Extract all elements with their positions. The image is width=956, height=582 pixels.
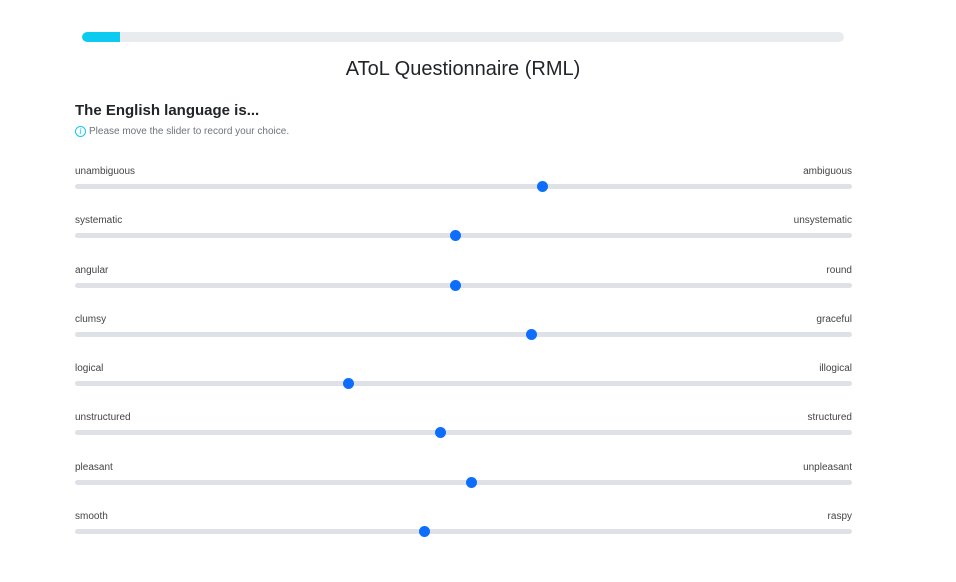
hint-text: Please move the slider to record your ch… (89, 126, 290, 137)
slider-left-label: smooth (75, 511, 108, 523)
slider-track[interactable] (75, 328, 852, 340)
question-heading: The English language is... (75, 102, 260, 119)
slider-row: unstructured structured (75, 412, 852, 461)
slider-right-label: unpleasant (803, 461, 852, 473)
slider-track[interactable] (75, 476, 852, 488)
slider-track[interactable] (75, 427, 852, 439)
slider-thumb[interactable] (343, 378, 354, 390)
slider-row: angular round (75, 265, 852, 314)
instruction-hint: i Please move the slider to record your … (75, 126, 289, 137)
slider-row: systematic unsystematic (75, 215, 852, 264)
slider-right-label: illogical (819, 363, 852, 375)
slider-track[interactable] (75, 526, 852, 538)
slider-left-label: logical (75, 363, 104, 375)
slider-left-label: unstructured (75, 412, 131, 424)
slider-track[interactable] (75, 279, 852, 291)
slider-right-label: round (826, 264, 852, 276)
slider-right-label: raspy (827, 511, 852, 523)
slider-row: clumsy graceful (75, 314, 852, 363)
slider-row: logical illogical (75, 363, 852, 412)
slider-track[interactable] (75, 378, 852, 390)
slider-right-label: structured (807, 412, 852, 424)
slider-thumb[interactable] (434, 427, 446, 439)
progress-bar (82, 32, 844, 42)
slider-left-label: pleasant (75, 461, 113, 473)
slider-thumb[interactable] (537, 181, 549, 192)
info-icon: i (75, 126, 86, 137)
slider-left-label: angular (75, 264, 109, 276)
slider-thumb[interactable] (525, 328, 537, 340)
slider-left-label: unambiguous (75, 166, 136, 177)
slider-left-label: systematic (75, 215, 123, 227)
slider-right-label: ambiguous (803, 166, 852, 177)
slider-list: unambiguous ambiguous systematic unsyste… (75, 166, 852, 560)
slider-right-label: unsystematic (793, 215, 852, 227)
slider-track[interactable] (75, 230, 852, 242)
progress-bar-fill (82, 32, 121, 42)
slider-track[interactable] (75, 181, 852, 192)
slider-row: smooth raspy (75, 511, 852, 560)
slider-thumb[interactable] (450, 230, 462, 242)
slider-row: unambiguous ambiguous (75, 166, 852, 215)
slider-row: pleasant unpleasant (75, 462, 852, 511)
slider-thumb[interactable] (450, 279, 462, 291)
page-title: AToL Questionnaire (RML) (345, 58, 581, 80)
slider-left-label: clumsy (75, 313, 107, 325)
slider-thumb[interactable] (465, 476, 477, 488)
slider-right-label: graceful (816, 313, 852, 325)
slider-thumb[interactable] (419, 526, 431, 538)
